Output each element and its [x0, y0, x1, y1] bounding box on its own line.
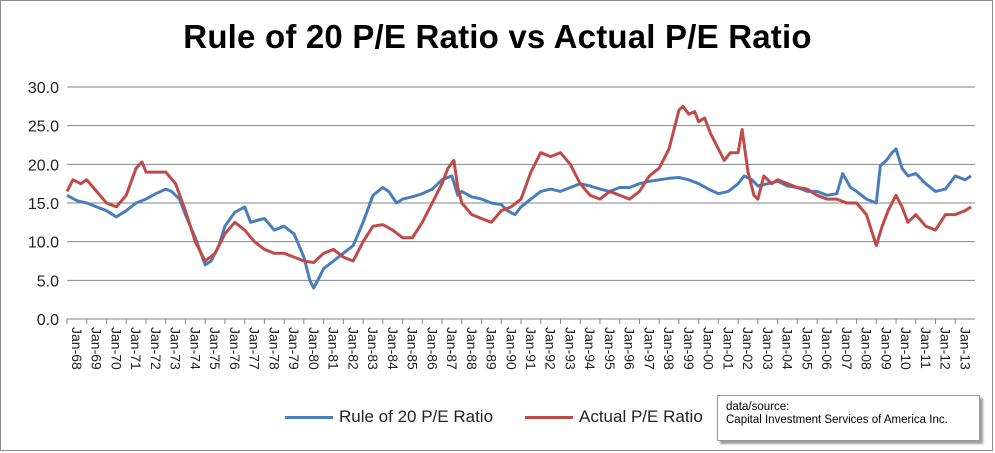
- legend-label-actual: Actual P/E Ratio: [579, 407, 703, 426]
- x-tick-label: Jan-98: [661, 327, 677, 370]
- y-tick-label: 5.0: [37, 273, 59, 290]
- y-tick-label: 15.0: [28, 196, 59, 213]
- legend-label-rule-of-20: Rule of 20 P/E Ratio: [339, 407, 494, 426]
- x-tick-label: Jan-72: [148, 327, 164, 370]
- source-text: Capital Investment Services of America I…: [726, 414, 948, 426]
- x-tick-label: Jan-87: [444, 327, 460, 370]
- series-line-rule-of-20: [66, 147, 972, 290]
- x-axis-ticks: Jan-68 Jan-69 Jan-70 Jan-71 Jan-72 Jan-73 Jan-…: [66, 319, 973, 370]
- source-note: data/source: Capital Investment Services…: [717, 395, 980, 441]
- x-tick-label: Jan-82: [345, 327, 361, 370]
- x-tick-label: Jan-94: [582, 327, 598, 370]
- x-tick-label: Jan-12: [938, 327, 954, 370]
- x-tick-label: Jan-11: [918, 327, 934, 369]
- y-tick-label: 25.0: [28, 119, 59, 136]
- legend-item-rule-of-20: Rule of 20 P/E Ratio: [285, 407, 493, 427]
- x-tick-label: Jan-76: [227, 327, 243, 370]
- y-axis-ticks: 0.0 5.0 10.0 15.0 20.0 25.0 30.0: [28, 80, 59, 329]
- y-tick-label: 0.0: [37, 312, 59, 329]
- x-tick-label: Jan-13: [957, 327, 973, 370]
- x-tick-label: Jan-80: [306, 327, 322, 370]
- x-tick-label: Jan-96: [622, 327, 638, 370]
- x-tick-label: Jan-02: [740, 327, 756, 370]
- x-tick-label: Jan-05: [799, 327, 815, 370]
- series-lines: [65, 104, 972, 290]
- x-tick-label: Jan-89: [484, 327, 500, 370]
- x-tick-label: Jan-04: [780, 327, 796, 370]
- legend-swatch-red: [525, 415, 573, 419]
- x-tick-label: Jan-77: [247, 327, 263, 370]
- x-tick-label: Jan-70: [108, 327, 124, 370]
- x-tick-label: Jan-79: [286, 327, 302, 370]
- x-tick-label: Jan-86: [424, 327, 440, 370]
- series-line-actual: [65, 104, 972, 264]
- gridlines: [67, 86, 975, 320]
- x-tick-label: Jan-09: [878, 327, 894, 370]
- x-tick-label: Jan-81: [326, 327, 342, 370]
- x-tick-label: Jan-07: [839, 327, 855, 370]
- y-tick-label: 20.0: [28, 157, 59, 174]
- x-tick-label: Jan-75: [207, 327, 223, 370]
- y-tick-label: 30.0: [28, 80, 59, 97]
- x-tick-label: Jan-68: [69, 327, 85, 370]
- chart-title: Rule of 20 P/E Ratio vs Actual P/E Ratio: [183, 18, 812, 55]
- x-tick-label: Jan-06: [819, 327, 835, 370]
- x-tick-label: Jan-90: [503, 327, 519, 370]
- x-tick-label: Jan-08: [859, 327, 875, 370]
- x-tick-label: Jan-84: [385, 327, 401, 370]
- x-tick-label: Jan-10: [898, 327, 914, 370]
- x-tick-label: Jan-85: [405, 327, 421, 370]
- y-tick-label: 10.0: [28, 235, 59, 252]
- x-tick-label: Jan-73: [168, 327, 184, 370]
- x-tick-label: Jan-99: [681, 327, 697, 370]
- x-tick-label: Jan-97: [641, 327, 657, 370]
- x-tick-label: Jan-03: [760, 327, 776, 370]
- x-tick-label: Jan-92: [543, 327, 559, 370]
- source-label: data/source:: [726, 401, 790, 413]
- legend-swatch-blue: [285, 415, 333, 419]
- x-tick-label: Jan-69: [89, 327, 105, 370]
- x-tick-label: Jan-71: [128, 327, 144, 370]
- x-tick-label: Jan-83: [365, 327, 381, 370]
- x-tick-label: Jan-01: [720, 327, 736, 370]
- x-tick-label: Jan-00: [701, 327, 717, 370]
- x-tick-label: Jan-91: [523, 327, 539, 370]
- x-tick-label: Jan-74: [187, 327, 203, 370]
- legend-item-actual: Actual P/E Ratio: [525, 407, 703, 427]
- x-tick-label: Jan-93: [562, 327, 578, 370]
- x-tick-label: Jan-88: [464, 327, 480, 370]
- x-tick-label: Jan-78: [266, 327, 282, 370]
- x-tick-label: Jan-95: [602, 327, 618, 370]
